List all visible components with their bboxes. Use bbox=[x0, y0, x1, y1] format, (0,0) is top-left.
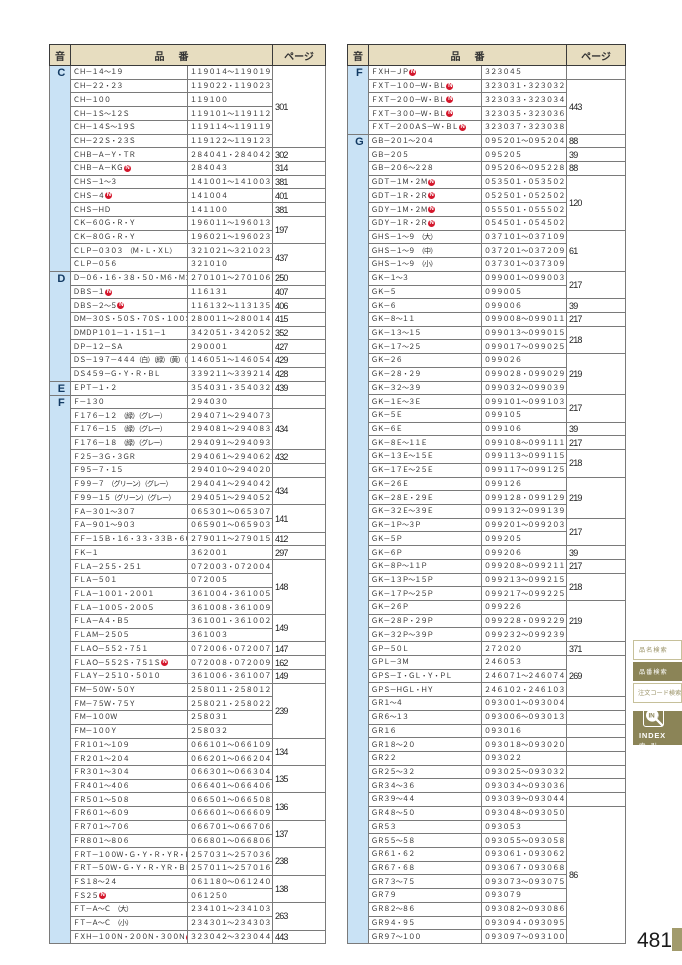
svg-text:IN: IN bbox=[648, 712, 655, 719]
svg-text:dex: dex bbox=[657, 715, 663, 719]
